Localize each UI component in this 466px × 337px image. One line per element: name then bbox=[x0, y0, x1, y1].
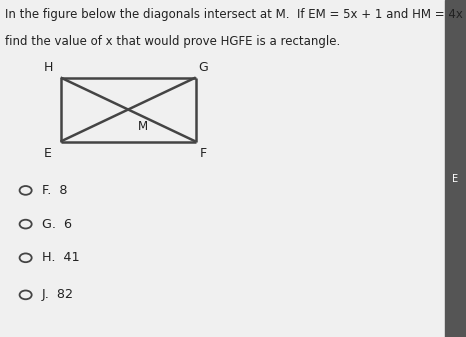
Text: H: H bbox=[44, 61, 54, 74]
Text: E: E bbox=[452, 174, 459, 184]
Text: H.  41: H. 41 bbox=[42, 251, 80, 264]
Bar bbox=[445, 0, 466, 337]
Text: In the figure below the diagonals intersect at M.  If EM = 5x + 1 and HM = 4x + : In the figure below the diagonals inters… bbox=[5, 8, 466, 22]
Text: G.  6: G. 6 bbox=[42, 218, 72, 231]
Text: E: E bbox=[43, 147, 51, 160]
Text: M: M bbox=[137, 120, 148, 133]
Text: F: F bbox=[199, 147, 206, 160]
Text: F.  8: F. 8 bbox=[42, 184, 68, 197]
Text: J.  82: J. 82 bbox=[42, 288, 74, 301]
Text: find the value of x that would prove HGFE is a rectangle.: find the value of x that would prove HGF… bbox=[5, 35, 340, 49]
Text: G: G bbox=[198, 61, 208, 74]
